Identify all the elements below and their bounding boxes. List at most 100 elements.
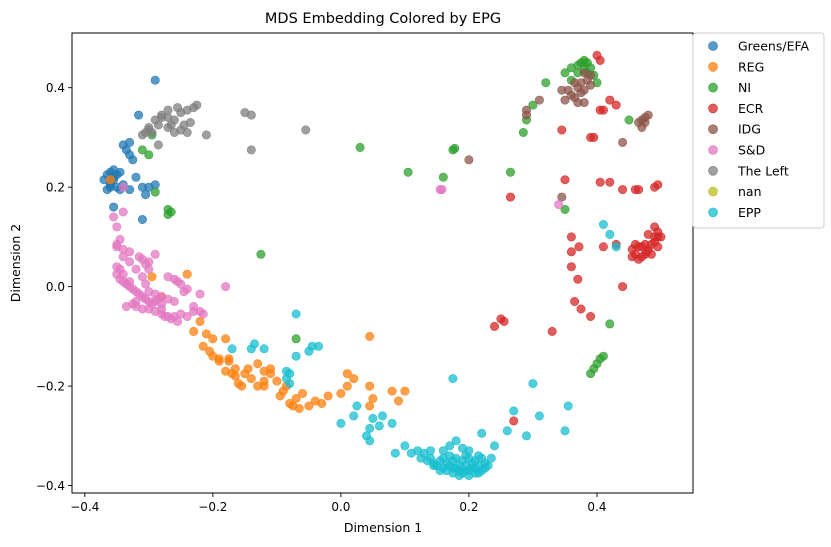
chart-title: MDS Embedding Colored by EPG [265, 11, 501, 27]
legend-marker [708, 186, 718, 197]
x-tick-label: 0.0 [331, 500, 350, 514]
legend-label: EPP [738, 205, 761, 220]
data-point [144, 123, 154, 133]
data-point [246, 110, 256, 120]
data-point [429, 461, 439, 471]
data-point [336, 388, 346, 398]
data-point [349, 411, 359, 421]
data-point [579, 85, 589, 95]
data-point [125, 257, 135, 267]
data-point [627, 252, 637, 262]
data-point [566, 247, 576, 257]
data-point [144, 150, 154, 160]
data-point [589, 132, 599, 142]
data-point [560, 175, 570, 185]
data-point [566, 232, 576, 242]
legend-marker [708, 103, 718, 114]
data-point [509, 406, 519, 416]
data-point [208, 334, 218, 344]
data-point [448, 456, 458, 466]
legend-label: ECR [738, 101, 764, 116]
data-point [131, 172, 141, 182]
data-point [150, 249, 160, 259]
data-point [275, 391, 285, 401]
legend-label: nan [738, 184, 762, 199]
data-point [246, 145, 256, 155]
data-point [457, 443, 467, 453]
data-point [509, 416, 519, 426]
data-point [557, 125, 567, 135]
data-point [224, 356, 234, 366]
data-point [153, 120, 163, 130]
data-point [291, 309, 301, 319]
legend-marker [708, 62, 718, 72]
data-point [150, 187, 160, 197]
data-point [253, 381, 263, 391]
data-point [521, 110, 531, 120]
data-point [560, 95, 570, 105]
data-point [598, 220, 608, 230]
data-point [128, 155, 138, 165]
data-point [642, 247, 652, 257]
data-point [477, 453, 487, 463]
data-point [656, 232, 666, 242]
data-point [230, 364, 240, 374]
data-point [528, 100, 538, 110]
legend-marker [708, 145, 718, 155]
data-point [377, 411, 387, 421]
data-point [237, 381, 247, 391]
legend: Greens/EFA REG NI ECR IDG S&D The Left nan EPP [692, 32, 825, 229]
data-point [438, 172, 448, 182]
data-point [141, 279, 151, 289]
data-point [291, 351, 301, 361]
data-point [141, 190, 151, 200]
data-point [461, 451, 471, 461]
data-point [634, 185, 644, 195]
data-point [227, 344, 237, 354]
data-point [169, 296, 179, 306]
data-point [365, 381, 375, 391]
y-tick-label: −0.4 [36, 479, 65, 493]
data-point [534, 411, 544, 421]
data-point [256, 249, 266, 259]
data-point [137, 130, 147, 140]
data-point [637, 123, 647, 133]
data-point [189, 301, 199, 311]
data-point [579, 98, 589, 108]
data-point [355, 142, 365, 152]
data-point [182, 284, 192, 294]
data-point [368, 393, 378, 403]
x-tick-label: −0.4 [70, 500, 99, 514]
data-point [137, 215, 147, 225]
data-point [624, 115, 634, 125]
y-tick-label: 0.2 [46, 181, 65, 195]
data-point [301, 125, 311, 135]
data-point [534, 95, 544, 105]
x-axis-ticks: −0.4 −0.2 0.0 0.2 0.4 [70, 493, 607, 514]
data-point [336, 418, 346, 428]
data-point [131, 296, 141, 306]
data-point [265, 364, 275, 374]
data-point [259, 344, 269, 354]
data-point [653, 180, 663, 190]
data-point [192, 100, 202, 110]
data-point [387, 386, 397, 396]
data-point [618, 185, 628, 195]
legend-label: NI [738, 80, 751, 95]
data-point [323, 391, 333, 401]
x-tick-label: 0.4 [587, 500, 606, 514]
legend-marker [708, 207, 718, 218]
data-point [221, 282, 231, 292]
data-point [400, 386, 410, 396]
data-point [368, 413, 378, 423]
data-point [150, 75, 160, 85]
data-point [505, 192, 515, 202]
data-point [403, 167, 413, 177]
data-point [246, 374, 256, 384]
data-point [121, 301, 131, 311]
data-point [586, 369, 596, 379]
plot-frame [71, 32, 694, 494]
legend-marker [708, 82, 718, 93]
data-point [422, 456, 432, 466]
data-point [221, 334, 231, 344]
